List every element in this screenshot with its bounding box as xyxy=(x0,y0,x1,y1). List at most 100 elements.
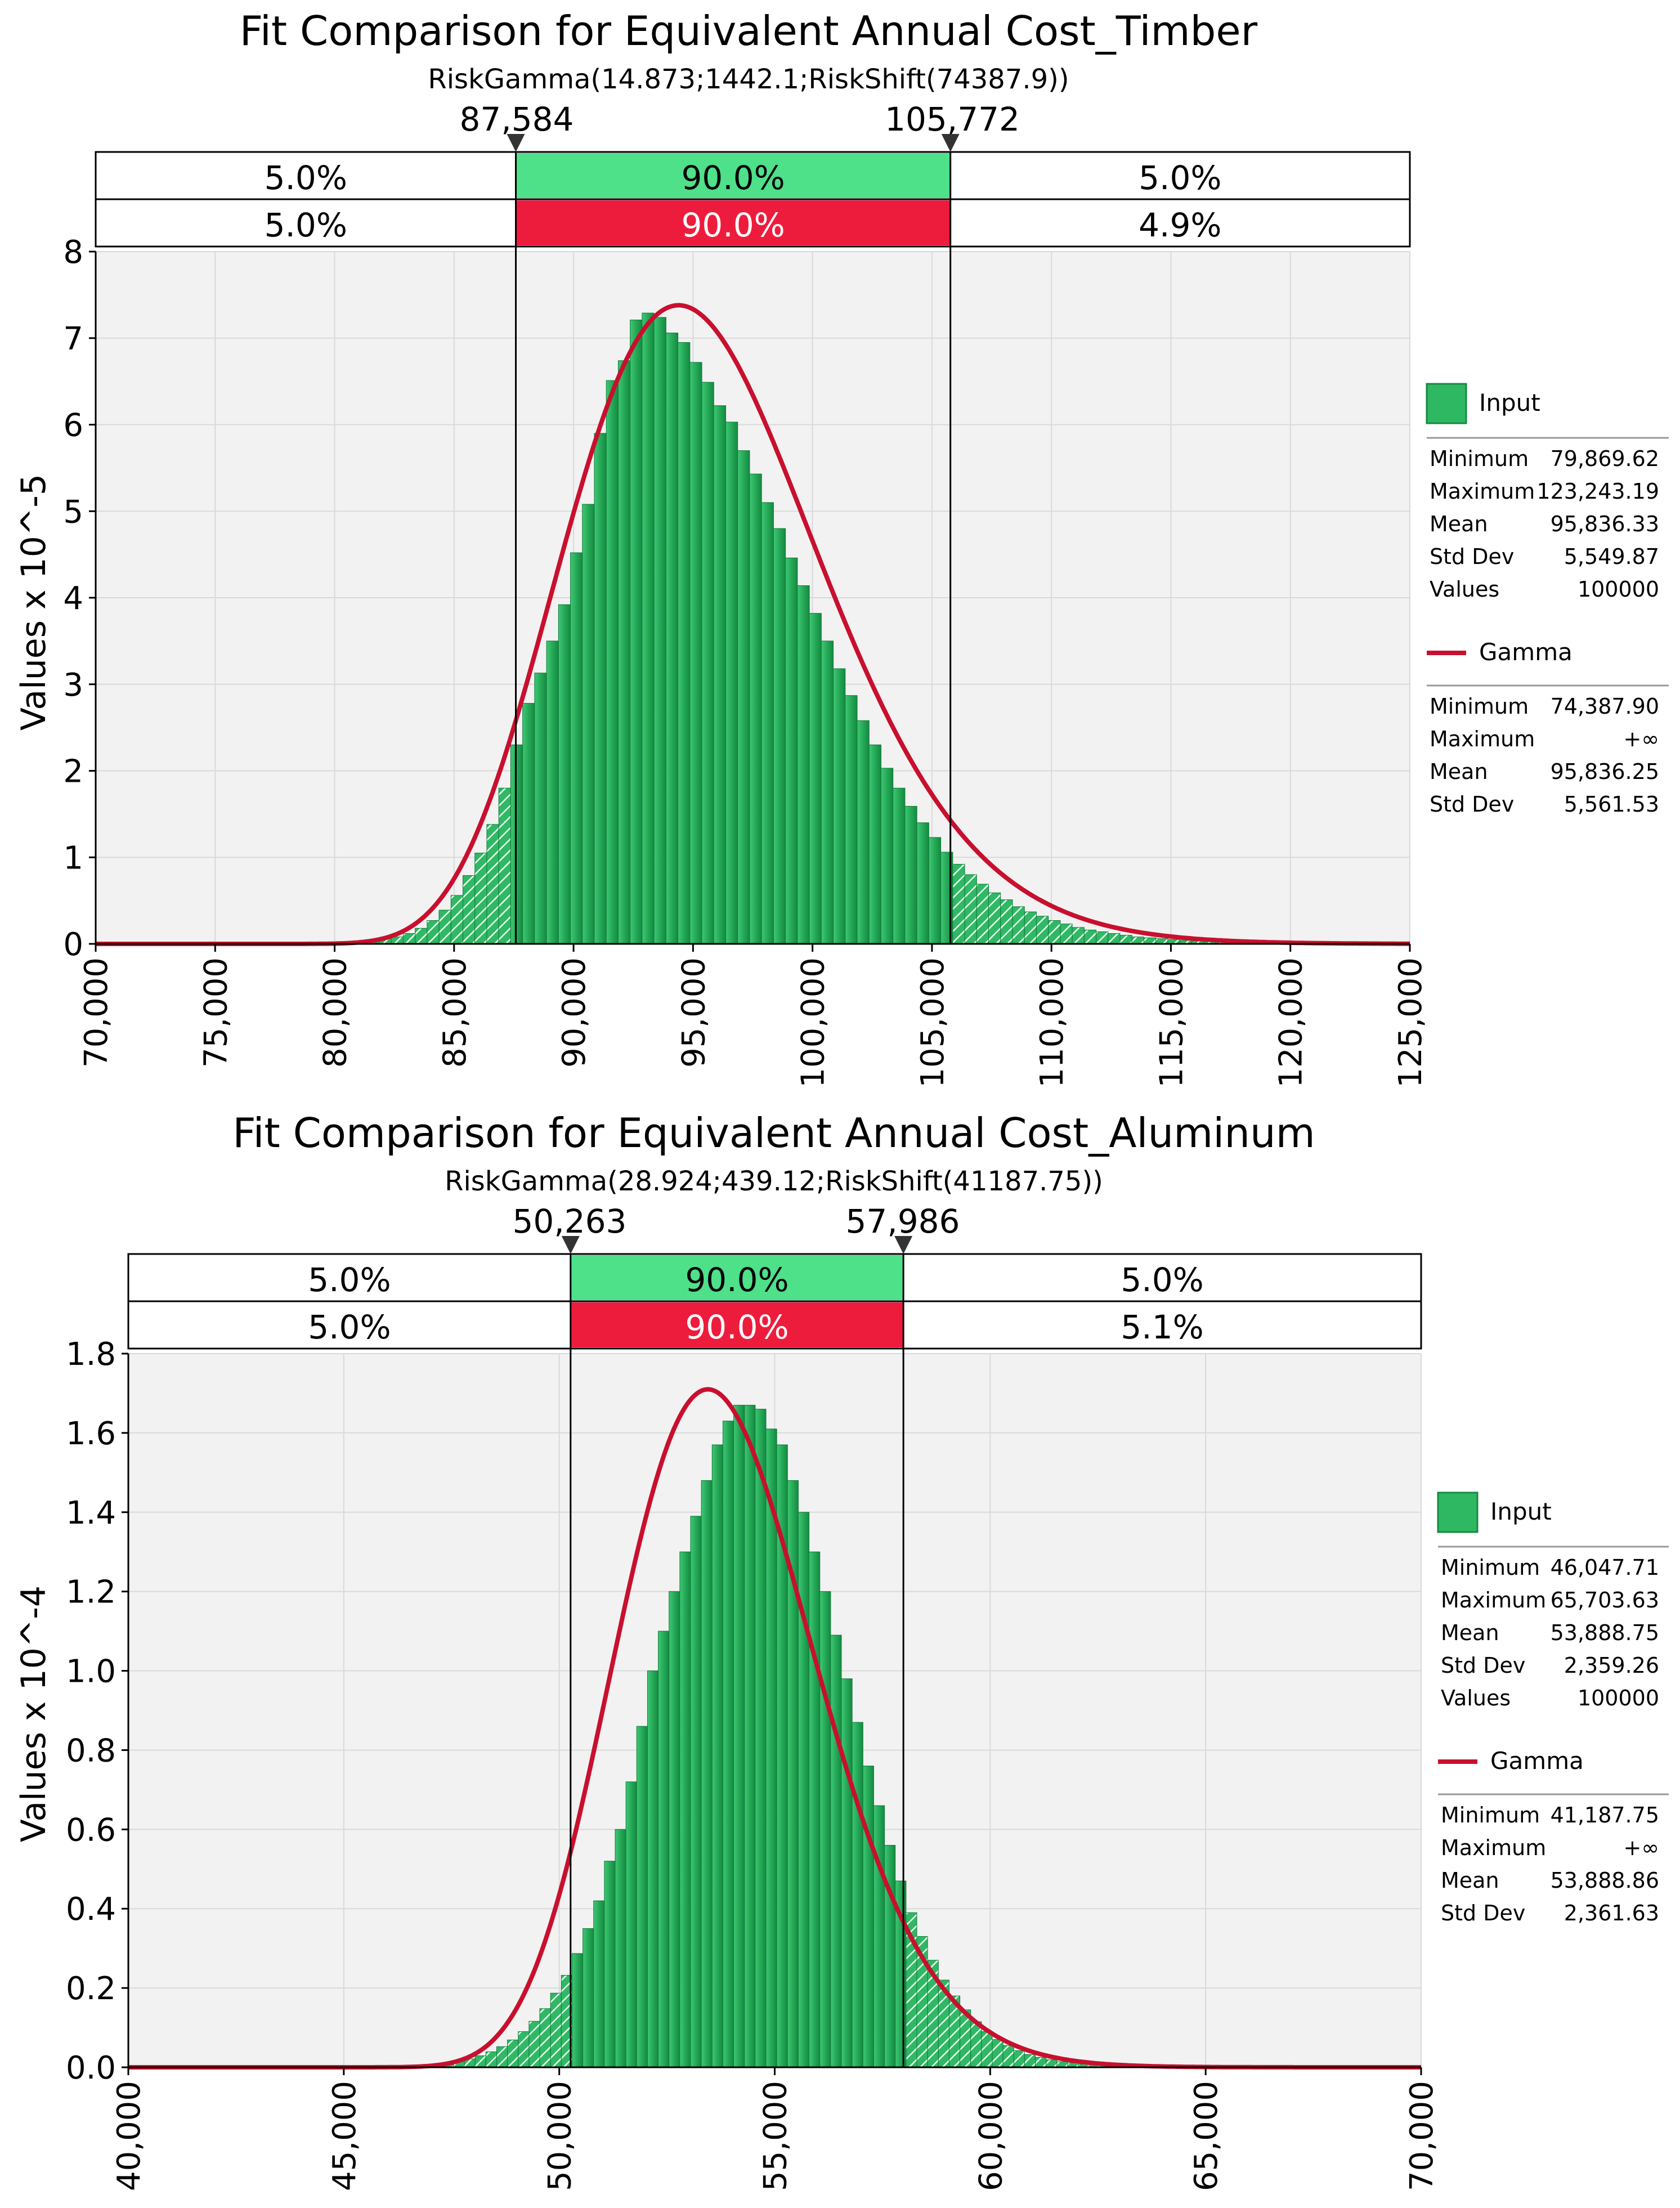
histogram-bar xyxy=(1024,911,1037,944)
stat-value: 74,387.90 xyxy=(1551,694,1659,719)
histogram-bar xyxy=(952,864,965,944)
histogram-bar xyxy=(797,585,810,944)
y-tick-label: 3 xyxy=(63,667,83,704)
y-tick-label: 6 xyxy=(63,407,83,444)
marker-label-low: 87,584 xyxy=(460,100,574,138)
chart-timber: Fit Comparison for Equivalent Annual Cos… xyxy=(14,7,1669,1088)
y-tick-label: 5 xyxy=(63,494,83,530)
x-tick-label: 115,000 xyxy=(1153,957,1190,1088)
stat-value: 100000 xyxy=(1578,1686,1659,1710)
percentile-marker-handle[interactable] xyxy=(941,134,960,152)
histogram-bar xyxy=(606,380,619,944)
histogram-bar xyxy=(893,787,906,944)
histogram-bar xyxy=(1024,2054,1036,2068)
histogram-bar xyxy=(522,703,535,944)
y-tick-label: 1.0 xyxy=(66,1654,116,1690)
histogram-bar xyxy=(583,1928,594,2068)
stat-value: 46,047.71 xyxy=(1551,1555,1659,1580)
band-fit-right: 4.9% xyxy=(1139,206,1221,244)
stat-value: 53,888.86 xyxy=(1551,1868,1659,1893)
histogram-bar xyxy=(636,1726,648,2068)
legend-gamma-label: Gamma xyxy=(1479,638,1573,666)
band-table: 5.0% 90.0% 5.0% 5.0% 90.0% 5.1% xyxy=(127,1253,1422,1350)
histogram-bar xyxy=(749,473,762,944)
band-input-left: 5.0% xyxy=(308,1261,391,1299)
x-tick-label: 70,000 xyxy=(1404,2081,1440,2191)
histogram-bar xyxy=(981,2031,993,2068)
stat-value: 95,836.25 xyxy=(1551,759,1659,784)
histogram-bar xyxy=(841,1678,853,2068)
histogram-bar xyxy=(916,822,929,944)
histogram-bar xyxy=(970,2021,982,2068)
stat-label: Minimum xyxy=(1441,1803,1540,1828)
y-tick-label: 7 xyxy=(63,321,83,357)
stat-label: Minimum xyxy=(1441,1555,1540,1580)
histogram-bar xyxy=(463,875,476,944)
band-input-left: 5.0% xyxy=(265,159,347,197)
stat-value: 95,836.33 xyxy=(1551,512,1659,536)
histogram-bar xyxy=(755,1409,767,2068)
histogram-bar xyxy=(474,2055,486,2068)
histogram-bar xyxy=(785,557,798,944)
stat-value: 65,703.63 xyxy=(1551,1588,1659,1613)
band-fit-left: 5.0% xyxy=(265,206,347,244)
stat-value: 41,187.75 xyxy=(1551,1803,1659,1828)
chart-title: Fit Comparison for Equivalent Annual Cos… xyxy=(232,1109,1315,1157)
legend-gamma-label: Gamma xyxy=(1490,1747,1584,1775)
stat-label: Maximum xyxy=(1441,1588,1546,1613)
histogram-bar xyxy=(1036,916,1049,944)
band-fit-right: 5.1% xyxy=(1121,1308,1203,1346)
x-tick-label: 85,000 xyxy=(437,957,473,1068)
histogram-bar xyxy=(594,433,607,944)
histogram xyxy=(331,312,1347,944)
x-tick-label: 60,000 xyxy=(973,2081,1009,2191)
x-tick-label: 40,000 xyxy=(111,2081,147,2191)
stat-value: 2,359.26 xyxy=(1564,1653,1659,1678)
stat-label: Maximum xyxy=(1430,479,1535,504)
histogram-bar xyxy=(862,1766,874,2068)
histogram-bar xyxy=(450,895,464,944)
histogram-bar xyxy=(534,673,547,944)
histogram xyxy=(388,1405,1240,2068)
histogram-bar xyxy=(496,2046,508,2068)
y-tick-label: 1.6 xyxy=(66,1416,116,1452)
histogram-bar xyxy=(498,787,511,944)
histogram-bar xyxy=(615,1829,626,2068)
stat-value: 100000 xyxy=(1578,577,1659,602)
stat-label: Minimum xyxy=(1430,694,1529,719)
chart-subtitle: RiskGamma(28.924;439.12;RiskShift(41187.… xyxy=(445,1166,1103,1197)
histogram-bar xyxy=(1048,920,1061,944)
histogram-bar xyxy=(391,937,404,944)
stat-value: +∞ xyxy=(1624,727,1660,751)
histogram-bar xyxy=(1119,935,1132,944)
histogram-bar xyxy=(1035,2057,1047,2068)
legend-input-stats: Minimum 46,047.71 Maximum 65,703.63 Mean… xyxy=(1441,1555,1659,1710)
histogram-bar xyxy=(1002,2045,1014,2068)
histogram-bar xyxy=(689,362,702,944)
histogram-bar xyxy=(722,1421,734,2068)
stat-value: 79,869.62 xyxy=(1551,446,1659,471)
percentile-marker-handle[interactable] xyxy=(561,1236,580,1254)
y-tick-label: 0.2 xyxy=(66,1970,116,2007)
chart-title: Fit Comparison for Equivalent Annual Cos… xyxy=(240,7,1258,55)
histogram-bar xyxy=(415,928,428,944)
band-fit-middle xyxy=(516,200,951,245)
stat-value: 5,561.53 xyxy=(1564,792,1659,817)
percentile-marker-handle[interactable] xyxy=(894,1236,913,1254)
histogram-bar xyxy=(1131,937,1144,944)
histogram-bar xyxy=(485,2052,497,2068)
y-tick-label: 2 xyxy=(63,754,83,790)
band-input-right: 5.0% xyxy=(1121,1261,1203,1299)
stat-label: Std Dev xyxy=(1441,1653,1525,1678)
histogram-bar xyxy=(1108,933,1121,944)
histogram-bar xyxy=(539,2008,551,2068)
percentile-marker-handle[interactable] xyxy=(507,134,525,152)
stat-label: Std Dev xyxy=(1430,544,1514,569)
marker-label-high: 105,772 xyxy=(885,100,1020,138)
band-input-middle xyxy=(516,153,951,198)
histogram-bar xyxy=(809,613,822,944)
histogram-bar xyxy=(665,333,679,944)
legend: Input Minimum 46,047.71 Maximum 65,703.6… xyxy=(1437,1492,1669,1925)
histogram-bar xyxy=(486,824,499,944)
histogram-bar xyxy=(427,920,440,944)
